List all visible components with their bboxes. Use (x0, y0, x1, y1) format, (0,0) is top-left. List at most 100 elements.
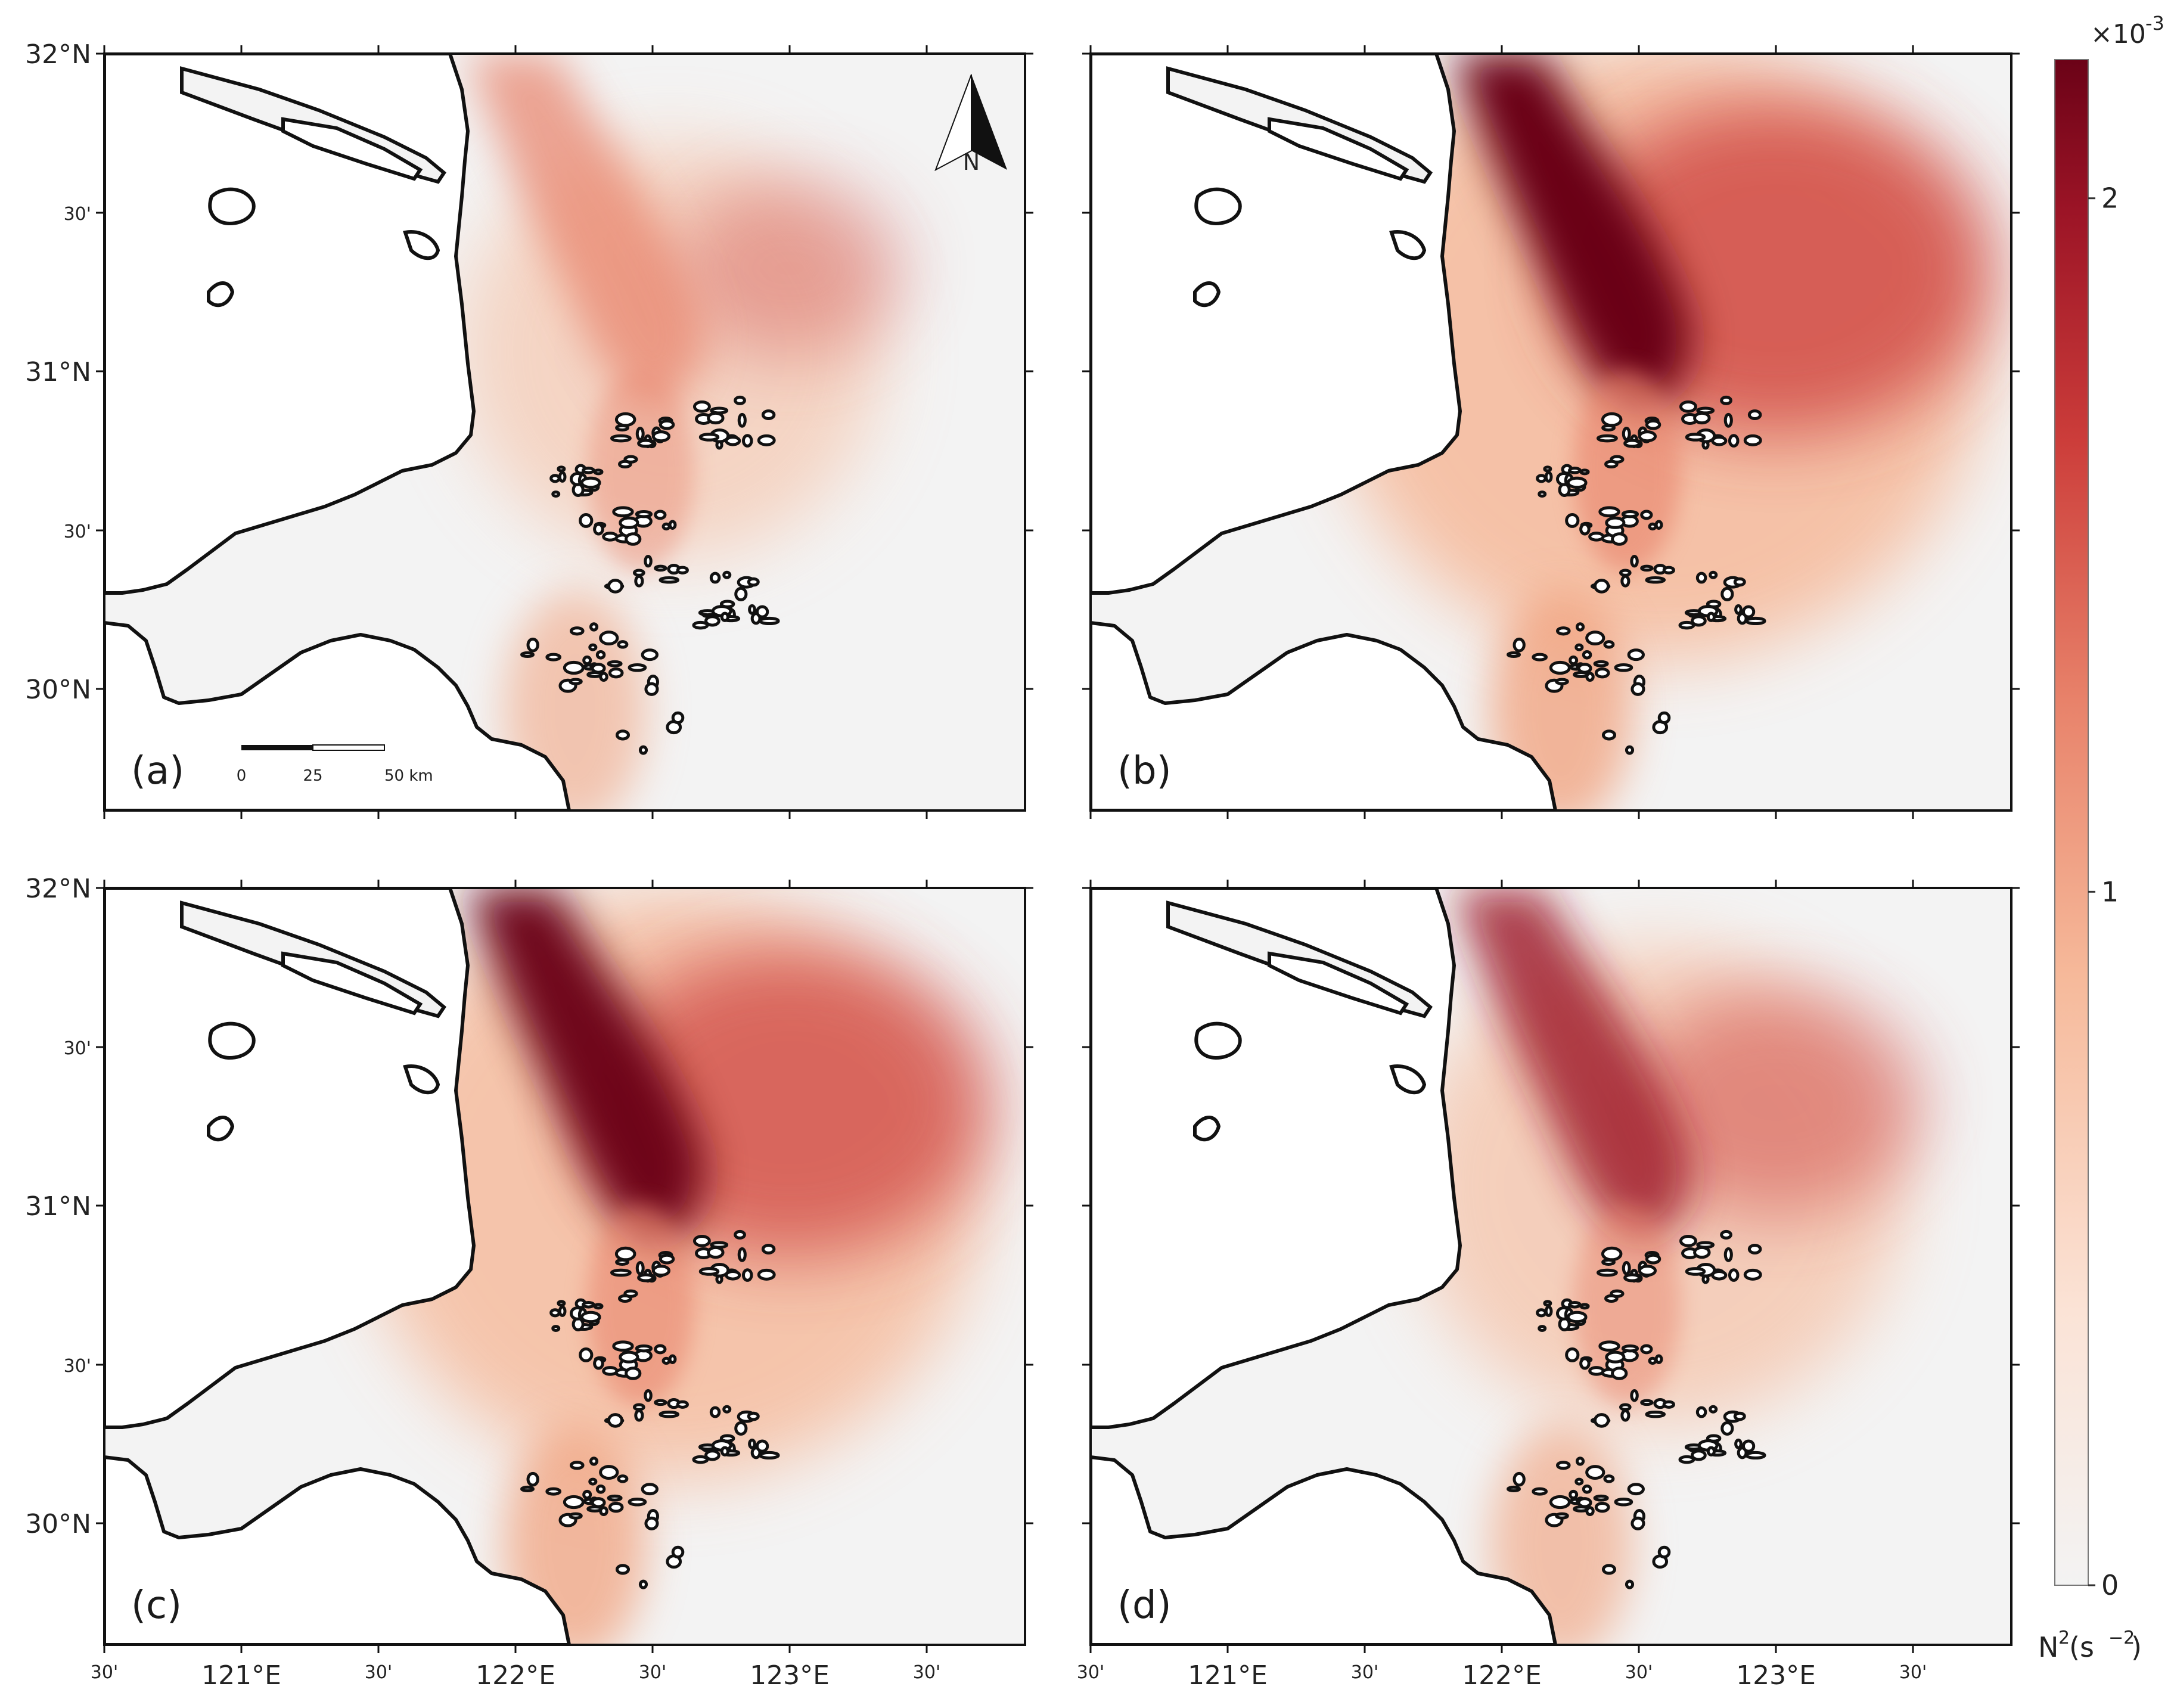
small-island (588, 643, 598, 651)
small-island (725, 436, 741, 446)
small-island (582, 1489, 592, 1500)
small-island (1543, 465, 1552, 473)
small-island (1645, 1410, 1666, 1418)
small-island (1601, 1246, 1623, 1262)
small-island (1625, 1579, 1635, 1589)
small-island (661, 522, 671, 531)
lon-tick-label: 30' (1899, 1662, 1927, 1683)
small-island (1720, 586, 1734, 602)
small-island (1588, 532, 1605, 542)
small-island (1593, 579, 1610, 594)
colorbar-exponent-power: -3 (2145, 12, 2164, 35)
small-island (1720, 395, 1732, 405)
small-island (1733, 577, 1746, 587)
small-island (671, 1545, 685, 1559)
lon-tick-label: 30' (1625, 1662, 1653, 1683)
small-island (1532, 653, 1548, 662)
small-island (1603, 640, 1615, 649)
small-island (632, 1403, 645, 1411)
chongming-island (1268, 951, 1409, 1016)
small-island (617, 1474, 629, 1483)
small-island (759, 1451, 780, 1460)
colorbar: 210×10 -3N 2 (s −2) (2038, 12, 2164, 1663)
small-island (625, 1367, 642, 1380)
small-island (1549, 660, 1571, 675)
small-island (1691, 615, 1707, 627)
panel-frame (103, 52, 1026, 812)
small-island (1565, 1347, 1580, 1362)
mainland-coast (1091, 54, 1462, 595)
lon-tick-label: 30' (91, 1662, 118, 1683)
small-island (1538, 1325, 1547, 1333)
lat-tick-label: 30' (64, 204, 91, 225)
small-island (582, 467, 595, 474)
small-island (1610, 1289, 1625, 1298)
small-island (599, 1465, 619, 1480)
lake-outline (1194, 1021, 1242, 1060)
small-island (569, 678, 583, 685)
small-island (591, 663, 606, 674)
small-island (720, 611, 730, 622)
lake-outline (1193, 1116, 1221, 1142)
small-island (569, 1461, 585, 1470)
small-island (1720, 1229, 1732, 1240)
small-island (734, 1421, 748, 1436)
small-island (748, 1438, 756, 1449)
lat-tick-label: 31°N (25, 357, 91, 387)
small-island (1536, 474, 1547, 483)
small-island (610, 434, 632, 443)
small-island (1565, 513, 1580, 528)
small-island (737, 1247, 747, 1262)
small-island (1657, 711, 1671, 725)
small-island (1630, 682, 1645, 696)
small-island (1678, 1455, 1695, 1464)
small-island (582, 655, 592, 666)
small-island (659, 1253, 675, 1265)
small-island (632, 569, 645, 577)
small-island (1585, 672, 1595, 682)
small-island (692, 620, 709, 630)
small-island (1611, 1367, 1628, 1380)
stratification-field (1409, 888, 1923, 1645)
small-island (737, 412, 747, 428)
panel-label: (a) (131, 749, 184, 793)
small-island (602, 532, 619, 542)
colorbar-title-close: ) (2131, 1631, 2142, 1663)
small-island (734, 395, 746, 405)
small-island (1566, 1310, 1588, 1324)
small-island (741, 1268, 753, 1282)
panel-label: (b) (1117, 749, 1172, 793)
lon-tick-label: 30' (365, 1662, 392, 1683)
lon-tick-label: 123°E (1736, 1660, 1816, 1691)
small-island (638, 1579, 648, 1589)
chongming-island (281, 951, 423, 1016)
small-island (1733, 1411, 1746, 1421)
small-island (1582, 1484, 1592, 1494)
small-island (722, 570, 732, 579)
small-island (563, 1495, 585, 1510)
panel-frame (1089, 887, 2012, 1646)
small-island (1747, 1244, 1762, 1254)
small-island (1593, 660, 1609, 667)
mainland-coast (104, 888, 476, 1429)
lat-tick-label: 30' (64, 1038, 91, 1059)
small-island (1701, 440, 1710, 450)
lake-outline (1193, 281, 1221, 308)
small-island (1598, 506, 1620, 518)
small-island (638, 745, 648, 755)
small-island (1685, 433, 1706, 442)
small-island (520, 651, 535, 658)
small-island (617, 640, 629, 649)
small-island (563, 660, 585, 675)
small-island (1543, 1300, 1552, 1307)
small-island (558, 471, 567, 483)
small-island (734, 1229, 746, 1240)
small-island (651, 1265, 671, 1277)
panel-frame (103, 887, 1026, 1646)
small-island (704, 1449, 720, 1461)
small-island (595, 1484, 606, 1494)
small-island (608, 667, 624, 679)
small-island (741, 434, 753, 448)
land-layer (1091, 54, 1557, 810)
small-island (755, 1439, 769, 1453)
